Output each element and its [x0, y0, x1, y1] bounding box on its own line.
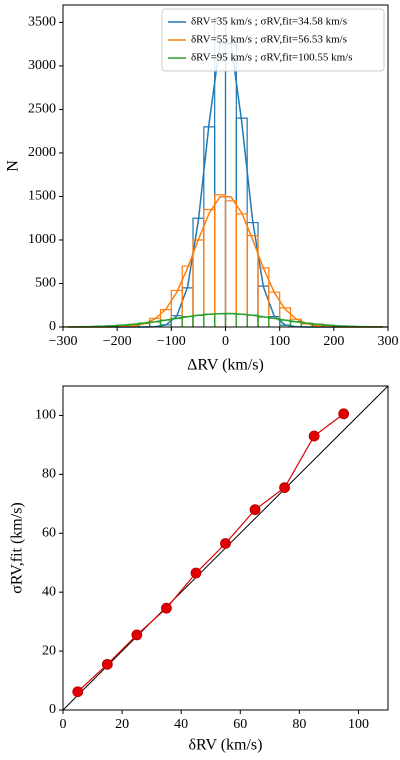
x-tick-label: 300 — [378, 334, 399, 349]
y-tick-label: 0 — [49, 319, 56, 334]
data-point — [101, 658, 113, 670]
x-tick-label: 80 — [292, 717, 306, 732]
data-point — [131, 629, 143, 641]
x-tick-label: 20 — [115, 717, 129, 732]
x-tick-label: −300 — [49, 334, 78, 349]
y-tick-label: 100 — [35, 408, 56, 423]
legend-label: δRV=55 km/s ; σRV,fit=56.53 km/s — [191, 34, 347, 46]
x-tick-label: 40 — [174, 717, 188, 732]
x-tick-label: 60 — [233, 717, 247, 732]
y-tick-label: 3500 — [28, 15, 56, 30]
data-line — [77, 413, 345, 693]
x-tick-label: −100 — [157, 334, 186, 349]
data-point — [72, 686, 84, 698]
plot-frame — [62, 385, 389, 711]
x-tick-label: 100 — [269, 334, 290, 349]
data-point — [220, 538, 231, 549]
x-axis-label: δRV (km/s) — [189, 737, 263, 754]
y-tick-label: 40 — [42, 584, 56, 599]
legend-label: δRV=95 km/s ; σRV,fit=100.55 km/s — [191, 52, 353, 64]
data-point — [249, 504, 261, 516]
y-tick-label: 1000 — [28, 232, 56, 247]
x-tick-label: −200 — [103, 334, 132, 349]
y-tick-label: 60 — [42, 525, 56, 540]
x-tick-label: 200 — [323, 334, 344, 349]
y-tick-label: 80 — [42, 467, 56, 482]
y-axis-label: N — [5, 160, 22, 172]
y-tick-label: 20 — [42, 643, 56, 658]
x-tick-label: 0 — [222, 334, 229, 349]
x-axis-label: ΔRV (km/s) — [187, 357, 264, 374]
data-point — [279, 482, 290, 494]
legend-label: δRV=35 km/s ; σRV,fit=34.58 km/s — [191, 16, 347, 28]
y-tick-label: 500 — [35, 276, 56, 291]
y-tick-label: 2000 — [28, 145, 56, 160]
data-point — [338, 408, 350, 420]
y-tick-label: 3000 — [28, 58, 56, 73]
y-tick-label: 0 — [49, 702, 56, 717]
y-tick-label: 2500 — [28, 102, 56, 117]
legend-box — [161, 8, 385, 72]
y-tick-label: 1500 — [28, 189, 56, 204]
data-point — [190, 567, 202, 579]
x-tick-label: 100 — [348, 717, 369, 732]
data-point — [161, 602, 172, 614]
fit-curve — [68, 312, 383, 328]
y-axis-label: σRV,fit (km/s) — [9, 502, 26, 594]
x-tick-label: 0 — [60, 717, 67, 732]
data-point — [308, 430, 320, 442]
